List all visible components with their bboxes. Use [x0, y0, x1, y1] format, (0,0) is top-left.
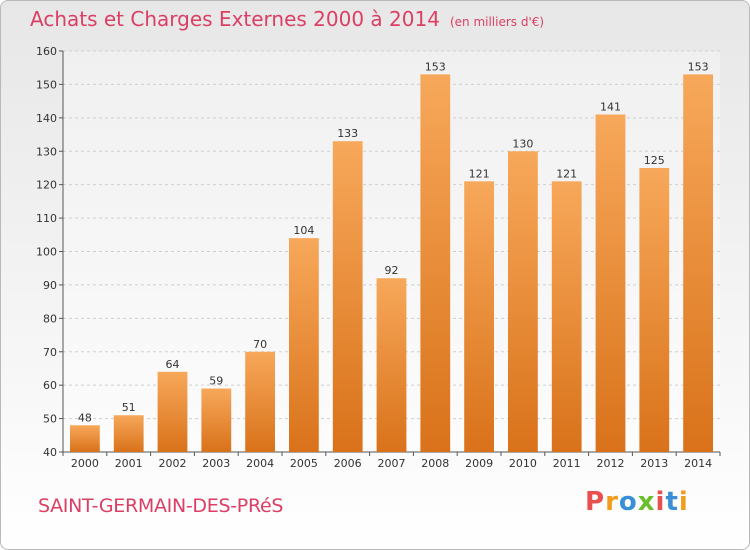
bar [464, 181, 494, 452]
y-tick-label: 130 [36, 145, 57, 158]
chart-title: Achats et Charges Externes 2000 à 2014 (e… [30, 7, 544, 31]
bar-value-label: 70 [253, 338, 267, 351]
logo-letter: i [655, 487, 666, 517]
y-tick-label: 140 [36, 112, 57, 125]
bar [551, 181, 582, 452]
bar [113, 415, 144, 452]
x-tick-label: 2002 [159, 457, 187, 470]
x-tick-label: 2008 [421, 457, 449, 470]
y-tick-label: 110 [36, 212, 57, 225]
logo-letter: x [637, 487, 656, 517]
bar-value-label: 104 [293, 224, 314, 237]
x-tick-label: 2007 [378, 457, 406, 470]
x-tick-label: 2014 [684, 457, 712, 470]
chart-unit: (en milliers d'€) [449, 15, 545, 29]
bar [508, 151, 538, 452]
bar [595, 114, 626, 452]
y-tick-label: 80 [43, 312, 57, 325]
proxiti-logo: Proxiti [585, 487, 689, 517]
bar-value-label: 133 [337, 127, 358, 140]
bar-value-label: 125 [644, 154, 665, 167]
bar [157, 371, 188, 452]
bar [201, 388, 232, 452]
x-tick-label: 2003 [202, 457, 230, 470]
bar-value-label: 64 [166, 358, 180, 371]
bar [332, 141, 363, 452]
chart-title-text: Achats et Charges Externes 2000 à 2014 [30, 7, 440, 31]
y-tick-label: 90 [43, 279, 57, 292]
bar [683, 74, 713, 453]
x-tick-label: 2013 [640, 457, 668, 470]
logo-letter: o [618, 487, 638, 517]
x-tick-label: 2011 [553, 457, 581, 470]
x-tick-label: 2010 [509, 457, 537, 470]
bar [245, 351, 275, 452]
y-tick-label: 150 [36, 78, 57, 91]
y-tick-label: 120 [36, 179, 57, 192]
logo-letter: r [605, 487, 619, 517]
bar-value-label: 153 [425, 60, 446, 73]
y-tick-label: 70 [43, 346, 57, 359]
x-tick-label: 2005 [290, 457, 318, 470]
bar [376, 278, 407, 452]
bar-value-label: 59 [209, 375, 223, 388]
bar-value-label: 51 [122, 401, 136, 414]
y-tick-label: 100 [36, 246, 57, 259]
place-name: SAINT-GERMAIN-DES-PRéS [38, 495, 284, 517]
y-tick-label: 50 [43, 413, 57, 426]
bar [420, 74, 451, 453]
bar [70, 425, 100, 452]
bar-value-label: 48 [78, 411, 92, 424]
y-tick-label: 40 [43, 446, 57, 459]
logo-letter: P [585, 487, 606, 517]
x-tick-label: 2012 [597, 457, 625, 470]
logo-letter: i [678, 487, 689, 517]
bar-value-label: 121 [556, 167, 577, 180]
bar-value-label: 92 [385, 264, 399, 277]
bar [289, 238, 319, 452]
x-tick-label: 2001 [115, 457, 143, 470]
bar-value-label: 153 [688, 60, 709, 73]
y-tick-label: 60 [43, 379, 57, 392]
logo-letter: t [665, 487, 679, 517]
bar-value-label: 141 [600, 100, 621, 113]
bar [639, 167, 670, 453]
x-tick-label: 2000 [71, 457, 99, 470]
x-tick-label: 2006 [334, 457, 362, 470]
x-tick-label: 2004 [246, 457, 274, 470]
bar-value-label: 121 [469, 167, 490, 180]
x-tick-label: 2009 [465, 457, 493, 470]
y-tick-label: 160 [36, 45, 57, 58]
bar-value-label: 130 [512, 137, 533, 150]
